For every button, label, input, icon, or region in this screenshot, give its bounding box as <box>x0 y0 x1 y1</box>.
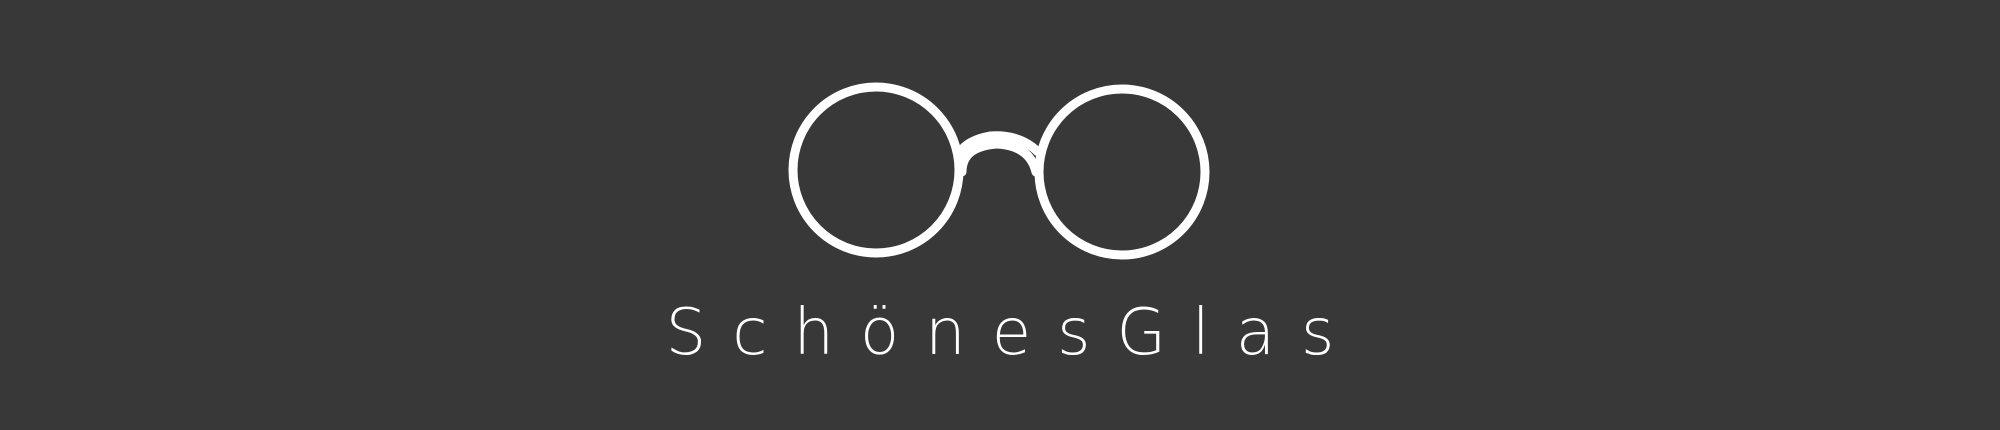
right-lens <box>1034 84 1210 260</box>
left-lens <box>788 82 964 258</box>
glasses-bridge <box>955 131 1043 177</box>
brand-wordmark: SchönesGlas <box>665 296 1361 370</box>
